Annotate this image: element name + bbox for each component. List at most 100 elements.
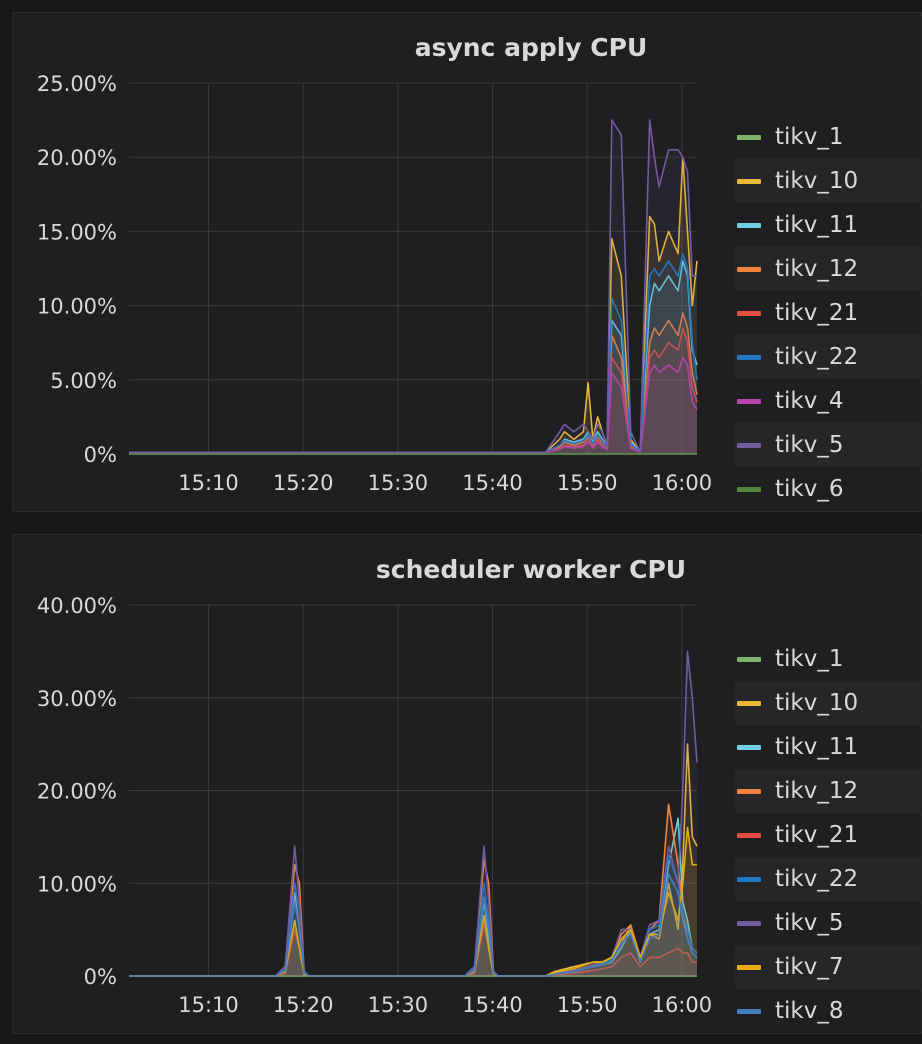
y-tick-label: 0% [84,965,117,989]
y-tick-label: 20.00% [37,780,117,804]
legend-swatch [737,310,761,316]
legend-label: tikv_10 [775,168,859,194]
legend-item-tikv-22[interactable]: tikv_22 [735,857,922,901]
legend-item-tikv-5[interactable]: tikv_5 [735,901,922,945]
series-tikv-11[interactable] [129,260,698,454]
x-tick-label: 15:10 [178,993,239,1017]
legend-item-tikv-21[interactable]: tikv_21 [735,813,922,857]
legend-item-tikv-8[interactable]: tikv_8 [735,989,922,1033]
y-tick-label: 0% [84,443,117,467]
series-tikv-5[interactable] [129,119,697,454]
series-area [129,827,697,976]
async-apply-cpu-panel: async apply CPU 0% 5.00% 10.00% 15.00% 20.00… [12,12,922,512]
x-tick-label: 16:00 [652,993,713,1017]
series-tikv-10[interactable] [129,156,698,454]
series-line [129,650,698,977]
series-line [129,156,698,454]
series-line [129,312,698,454]
series-area [129,818,697,976]
y-tick-label: 10.00% [37,295,117,319]
legend-label: tikv_22 [775,344,859,370]
legend: tikv_1 tikv_10 tikv_11 tikv_12 tikv_21 tikv_2… [735,637,922,1033]
series-tikv-11[interactable] [129,817,698,977]
series-tikv-22[interactable] [129,252,698,454]
y-tick-label: 20.00% [37,146,117,170]
legend-label: tikv_11 [775,212,859,238]
series-area [129,804,697,976]
legend-label: tikv_21 [775,822,859,848]
series-tikv-21[interactable] [129,327,698,454]
series-tikv-8[interactable] [129,873,698,977]
legend-label: tikv_10 [775,690,859,716]
x-tick-label: 15:40 [462,471,523,495]
series-area [129,744,697,976]
legend-item-tikv-4[interactable]: tikv_4 [735,379,922,423]
x-tick-label: 15:50 [557,471,618,495]
chart-title[interactable]: scheduler worker CPU [375,555,687,584]
legend-label: tikv_6 [775,476,844,502]
y-tick-label: 5.00% [50,369,117,393]
legend: tikv_1 tikv_10 tikv_11 tikv_12 tikv_21 tikv_2… [735,115,922,511]
legend-item-tikv-11[interactable]: tikv_11 [735,725,922,769]
legend-swatch [737,700,761,706]
legend-item-tikv-7[interactable]: tikv_7 [735,945,922,989]
legend-swatch [737,354,761,360]
legend-swatch [737,178,761,184]
legend-item-tikv-5[interactable]: tikv_5 [735,423,922,467]
legend-item-tikv-12[interactable]: tikv_12 [735,769,922,813]
series-area [129,925,697,976]
series-line [129,356,698,454]
legend-swatch [737,222,761,228]
series-tikv-12[interactable] [129,312,698,454]
series-tikv-4[interactable] [129,356,698,455]
series-tikv-10[interactable] [129,743,698,977]
legend-swatch [737,920,761,926]
series-area [129,651,697,976]
series-line [129,327,698,454]
series-tikv-7[interactable] [129,826,697,977]
y-tick-label: 25.00% [37,72,117,96]
y-tick-label: 15.00% [37,220,117,244]
chart-title[interactable]: async apply CPU [414,33,648,62]
x-tick-label: 15:40 [462,993,523,1017]
legend-item-tikv-6[interactable]: tikv_6 [735,467,922,511]
legend-swatch [737,442,761,448]
series-line [129,873,698,977]
legend-swatch [737,398,761,404]
legend-item-tikv-1[interactable]: tikv_1 [735,637,922,681]
x-tick-label: 15:50 [557,993,618,1017]
legend-item-tikv-21[interactable]: tikv_21 [735,291,922,335]
y-tick-label: 30.00% [37,687,117,711]
series-line [129,817,698,977]
legend-item-tikv-11[interactable]: tikv_11 [735,203,922,247]
legend-label: tikv_1 [775,646,844,672]
scheduler-worker-cpu-plot: 0% 10.00% 20.00% 30.00% 40.00% 15:10 15:20 15:3… [37,594,713,1017]
legend-label: tikv_5 [775,910,844,936]
x-tick-label: 15:30 [368,993,429,1017]
legend-item-tikv-1[interactable]: tikv_1 [735,115,922,159]
legend-swatch [737,486,761,492]
legend-item-tikv-12[interactable]: tikv_12 [735,247,922,291]
legend-swatch [737,1008,761,1014]
legend-label: tikv_5 [775,432,844,458]
series-area [129,874,697,976]
legend-swatch [737,266,761,272]
legend-item-tikv-10[interactable]: tikv_10 [735,159,922,203]
series-tikv-12[interactable] [129,803,698,977]
series-line [129,119,697,454]
y-tick-label: 40.00% [37,594,117,618]
legend-label: tikv_22 [775,866,859,892]
legend-item-tikv-10[interactable]: tikv_10 [735,681,922,725]
series-area [129,855,697,976]
x-tick-label: 16:00 [652,471,713,495]
series-line [129,743,698,977]
x-tick-label: 15:20 [273,993,334,1017]
series-line [129,252,698,454]
legend-item-tikv-22[interactable]: tikv_22 [735,335,922,379]
legend-swatch [737,134,761,140]
series-tikv-5[interactable] [129,650,698,977]
legend-swatch [737,744,761,750]
legend-label: tikv_8 [775,998,844,1024]
x-tick-label: 15:20 [273,471,334,495]
legend-swatch [737,832,761,838]
